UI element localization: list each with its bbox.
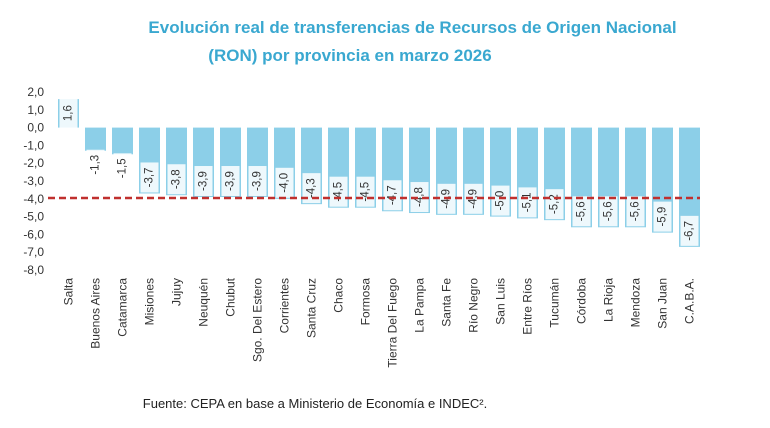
y-tick-label: 1,0 [27,103,44,117]
source-note: Fuente: CEPA en base a Ministerio de Eco… [0,396,770,411]
value-label: -4,8 [414,187,426,207]
value-label-bg [599,196,618,227]
value-label: -4,9 [468,189,480,209]
value-label-bg [194,166,213,197]
category-label: Tucumán [548,278,562,328]
value-label-bg [653,201,672,232]
category-label: C.A.B.A. [683,278,697,324]
chart-title-line2: (RON) por provincia en marzo 2026 [208,46,492,65]
value-label-bg [302,173,321,204]
value-label: -5,0 [495,191,507,211]
category-label: Misiones [143,278,157,325]
value-label: -3,8 [171,169,183,189]
value-label-bg [626,196,645,227]
value-label: -3,9 [252,171,264,191]
bar [85,127,106,151]
value-label-bg [248,166,267,197]
category-label: Jujuy [170,278,184,306]
chart-title-line1: Evolución real de transferencias de Recu… [148,18,677,37]
value-label: -3,9 [198,171,210,191]
value-label-bg [221,166,240,197]
value-label: -4,5 [360,182,372,202]
category-label: Formosa [359,278,373,326]
value-label: -4,5 [333,182,345,202]
category-label: Mendoza [629,278,643,328]
category-label: Río Negro [467,278,481,333]
value-label: -4,0 [279,173,291,193]
y-tick-label: -8,0 [23,263,44,277]
category-label: Tierra Del Fuego [386,278,400,368]
value-label-bg [545,189,564,220]
y-tick-label: -1,0 [23,138,44,152]
y-tick-label: -2,0 [23,156,44,170]
y-tick-label: -6,0 [23,227,44,241]
y-tick-label: -3,0 [23,174,44,188]
category-label: Chubut [224,277,238,316]
category-label: Buenos Aires [89,278,103,349]
y-tick-label: 2,0 [27,85,44,99]
category-label: Catamarca [116,278,130,337]
category-label: San Juan [656,278,670,329]
value-label: -4,7 [387,185,399,205]
value-label: -6,7 [684,221,696,241]
value-label: -4,3 [306,178,318,198]
value-label: -1,5 [117,158,129,178]
category-label: Entre Ríos [521,278,535,335]
category-label: Córdoba [575,278,589,324]
category-label: Chaco [332,278,346,313]
value-label-bg [113,153,132,184]
category-label: San Luis [494,278,508,325]
category-label: Neuquén [197,278,211,327]
value-label-bg [680,215,699,246]
category-label: Santa Fe [440,278,454,327]
category-label: La Rioja [602,278,616,322]
source-text: Fuente: CEPA en base a Ministerio de Eco… [142,396,488,411]
value-label-bg [464,183,483,214]
value-label-bg [275,167,294,198]
value-label-bg [383,180,402,211]
value-label: -1,3 [90,155,102,175]
y-tick-label: -5,0 [23,210,44,224]
y-tick-label: 0,0 [27,121,44,135]
value-label: 1,6 [63,105,75,121]
category-label: La Pampa [413,278,427,333]
value-label-bg [491,185,510,216]
category-label: Corrientes [278,278,292,333]
chart-title: Evolución real de transferencias de Recu… [0,14,770,70]
value-label-bg [167,164,186,195]
y-tick-label: -7,0 [23,245,44,259]
value-label: -5,1 [522,192,534,212]
value-label-bg [572,196,591,227]
value-label-bg [518,187,537,218]
category-label: Salta [62,278,76,306]
value-label-bg [59,98,78,129]
value-label-bg [140,162,159,193]
category-label: Santa Cruz [305,278,319,338]
value-label: -5,6 [576,201,588,221]
value-label-bg [410,182,429,213]
value-label: -3,7 [144,168,156,188]
bar [112,127,133,155]
value-label: -5,9 [657,207,669,227]
value-label-bg [86,149,105,180]
value-label: -3,9 [225,171,237,191]
category-label: Sgo. Del Estero [251,278,265,362]
value-label: -5,6 [603,201,615,221]
y-tick-label: -4,0 [23,192,44,206]
value-label: -5,6 [630,201,642,221]
